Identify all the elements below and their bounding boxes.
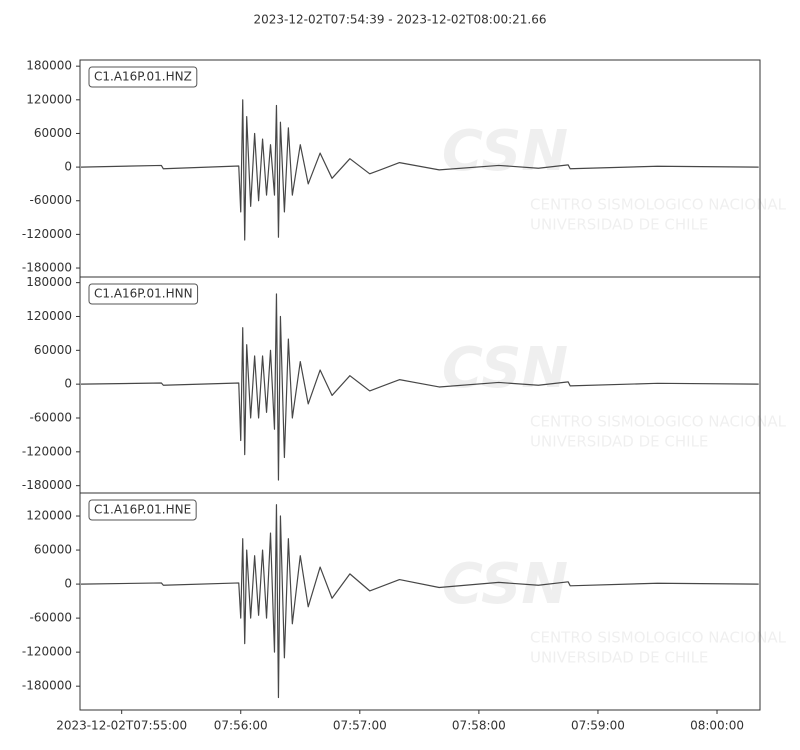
watermark: CSN CENTRO SISMOLOGICO NACIONAL UNIVERSIDA… (442, 119, 787, 233)
trace (80, 293, 759, 481)
watermark: CSN CENTRO SISMOLOGICO NACIONAL UNIVERSIDA… (442, 552, 787, 666)
x-tick-label: 2023-12-02T07:55:00 (56, 719, 187, 733)
channel-label-box (88, 499, 197, 521)
panel-frame (79, 492, 761, 711)
trace (80, 504, 759, 699)
figure-title: 2023-12-02T07:54:39 - 2023-12-02T08:00:2… (254, 13, 547, 27)
y-tick-label: 60000 (34, 126, 72, 140)
watermark-line: CENTRO SISMOLOGICO NACIONAL (530, 413, 787, 431)
y-tick-label: -120000 (22, 227, 72, 241)
watermark-logo: CSN (442, 119, 568, 184)
y-tick-label: -120000 (22, 444, 72, 458)
channel-label: C1.A16P.01.HNZ (94, 70, 192, 84)
y-tick-label: 60000 (34, 343, 72, 357)
watermark-line: UNIVERSIDAD DE CHILE (530, 216, 708, 234)
watermark-line: CENTRO SISMOLOGICO NACIONAL (530, 629, 787, 647)
y-tick-label: -60000 (29, 611, 72, 625)
watermark-line: UNIVERSIDAD DE CHILE (530, 649, 708, 667)
y-tick-label: 120000 (26, 309, 72, 323)
trace (80, 99, 759, 241)
x-tick-label: 07:59:00 (571, 719, 625, 733)
channel-label-box (88, 283, 199, 305)
y-tick-label: 180000 (26, 275, 72, 289)
watermark-line: CENTRO SISMOLOGICO NACIONAL (530, 196, 787, 214)
y-tick-label: -180000 (22, 679, 72, 693)
y-tick-label: 60000 (34, 543, 72, 557)
y-tick-label: -180000 (22, 261, 72, 275)
channel-label-box (88, 66, 198, 88)
y-tick-label: 180000 (26, 59, 72, 73)
channel-label: C1.A16P.01.HNN (94, 287, 193, 301)
y-tick-label: -120000 (22, 645, 72, 659)
y-tick-label: -60000 (29, 410, 72, 424)
watermark: CSN CENTRO SISMOLOGICO NACIONAL UNIVERSIDA… (442, 336, 787, 450)
x-tick-label: 07:58:00 (452, 719, 506, 733)
x-tick-label: 08:00:00 (690, 719, 744, 733)
watermark-line: UNIVERSIDAD DE CHILE (530, 433, 708, 451)
y-tick-label: 0 (64, 377, 72, 391)
y-tick-label: 0 (64, 160, 72, 174)
y-tick-label: 120000 (26, 92, 72, 106)
x-tick-label: 07:56:00 (214, 719, 268, 733)
y-tick-label: 0 (64, 577, 72, 591)
y-tick-label: -180000 (22, 478, 72, 492)
watermark-logo: CSN (442, 336, 568, 401)
x-tick-label: 07:57:00 (333, 719, 387, 733)
y-tick-label: 120000 (26, 509, 72, 523)
y-tick-label: -60000 (29, 193, 72, 207)
watermark-logo: CSN (442, 552, 568, 617)
channel-label: C1.A16P.01.HNE (94, 503, 191, 517)
